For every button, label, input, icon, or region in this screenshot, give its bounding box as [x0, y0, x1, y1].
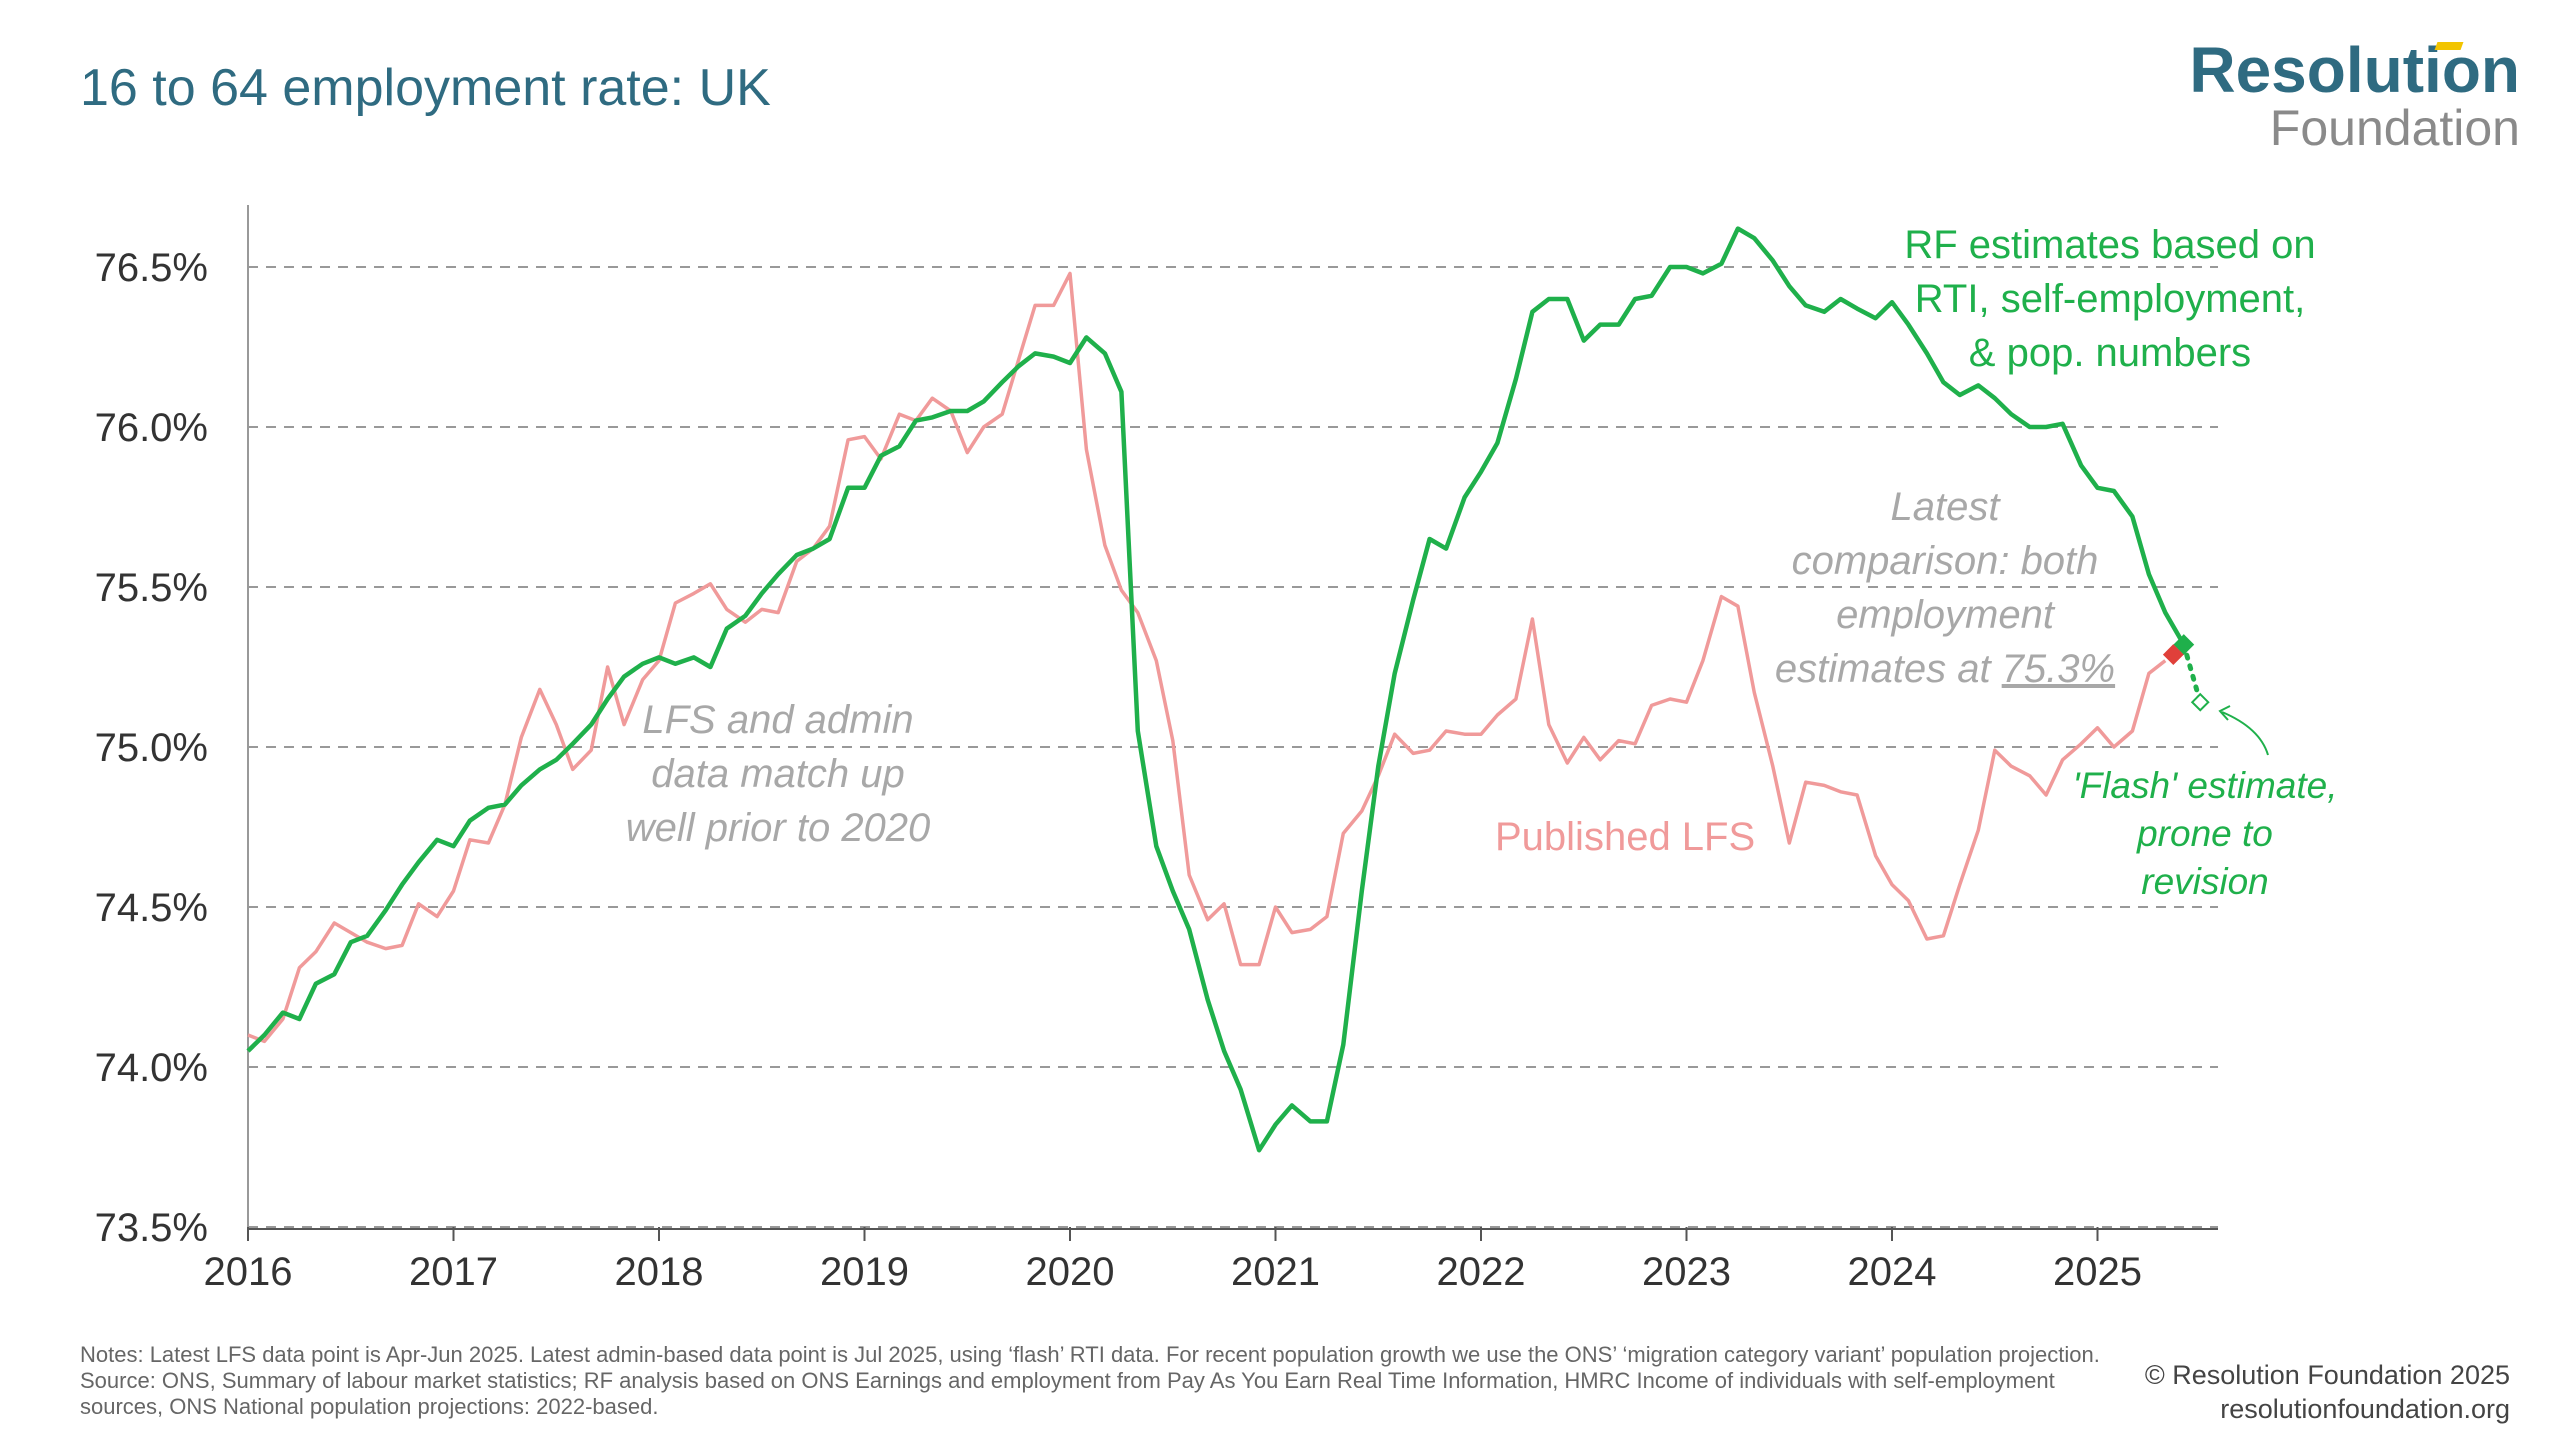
chart-title: 16 to 64 employment rate: UK [80, 59, 771, 117]
employment-rate-chart: 73.5% 74.0% 74.5% 75.0% 75.5% 76.0% 76.5% 2016 2… [95, 205, 2338, 1294]
chart-notes: Notes: Latest LFS data point is Apr-Jun … [80, 1342, 2140, 1420]
rf-estimates-line [246, 226, 2186, 1153]
y-tick-label: 76.0% [95, 406, 208, 450]
lfs-admin-match-label: LFS and admin data match up well prior to … [626, 698, 931, 850]
x-tick-label: 2019 [820, 1250, 909, 1294]
source-text: Source: ONS, Summary of labour market st… [80, 1368, 2055, 1419]
y-tick-label: 74.0% [95, 1046, 208, 1090]
rf-latest-marker [2173, 634, 2195, 656]
y-tick-label: 76.5% [95, 246, 208, 290]
flash-arrow [2221, 711, 2269, 756]
resolution-foundation-logo: Resolution Foundation [2189, 38, 2520, 154]
grid-lines [248, 266, 2218, 1068]
x-tick-label: 2021 [1231, 1250, 1320, 1294]
published-lfs-label: Published LFS [1495, 815, 1755, 859]
series-lines [246, 226, 2203, 1153]
annotations: RF estimates based on RTI, self-employmen… [626, 223, 2338, 902]
flash-estimate-marker [2190, 692, 2210, 712]
x-tick-label: 2023 [1642, 1250, 1731, 1294]
y-tick-label: 75.0% [95, 726, 208, 770]
published-lfs-line [247, 271, 2167, 1044]
copyright-text: © Resolution Foundation 2025 [2144, 1360, 2510, 1390]
x-tick-label: 2022 [1437, 1250, 1526, 1294]
y-tick-label: 73.5% [95, 1206, 208, 1250]
flash-estimate-line [2181, 642, 2203, 705]
logo-line-2: Foundation [2269, 100, 2520, 156]
x-tick-label: 2025 [2053, 1250, 2142, 1294]
rf-estimates-label: RF estimates based on RTI, self-employmen… [1904, 223, 2315, 375]
flash-estimate-label: 'Flash' estimate, prone to revision [2073, 765, 2338, 902]
markers [2162, 634, 2210, 712]
y-tick-label: 74.5% [95, 886, 208, 930]
x-tick-label: 2016 [204, 1250, 293, 1294]
x-tick-label: 2020 [1026, 1250, 1115, 1294]
x-tick-label: 2017 [409, 1250, 498, 1294]
flash-arrow-head [2218, 705, 2231, 721]
website-link[interactable]: resolutionfoundation.org [2220, 1394, 2510, 1424]
notes-text: Notes: Latest LFS data point is Apr-Jun … [80, 1342, 2100, 1367]
lfs-latest-marker [2162, 644, 2184, 666]
latest-comparison-label: Latest comparison: both employment estimate… [1775, 485, 2115, 691]
x-tick-label: 2024 [1848, 1250, 1937, 1294]
x-tick-label: 2018 [615, 1250, 704, 1294]
copyright-block: © Resolution Foundation 2025 resolutionf… [2145, 1358, 2510, 1426]
y-tick-label: 75.5% [95, 566, 208, 610]
axes: 73.5% 74.0% 74.5% 75.0% 75.5% 76.0% 76.5% 2016 2… [95, 205, 2218, 1294]
logo-line-1: Resolution [2189, 34, 2520, 106]
